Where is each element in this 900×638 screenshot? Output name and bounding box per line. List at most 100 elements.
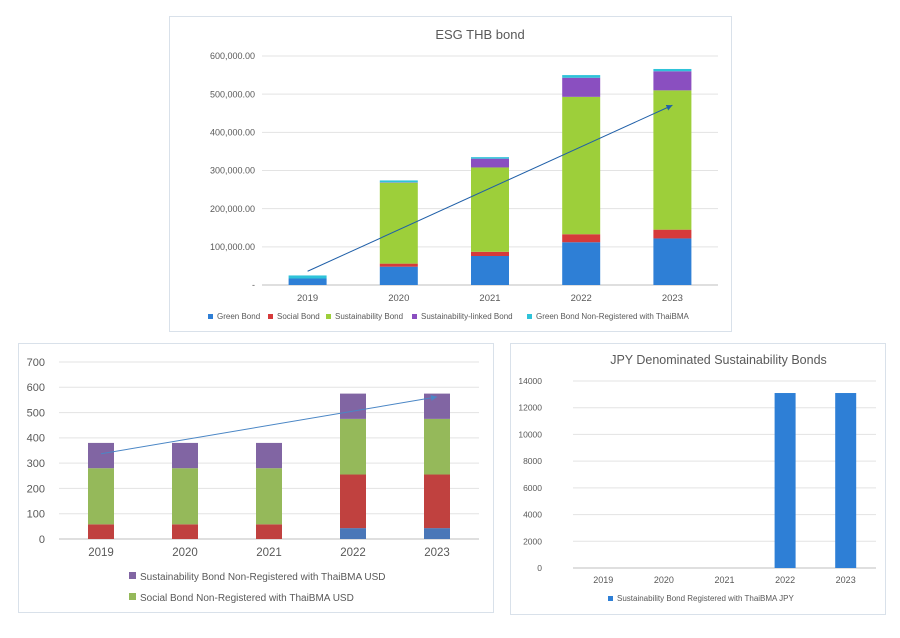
chart0-bar-2019-series-0 — [288, 278, 327, 285]
chart2-xtick-1: 2020 — [654, 575, 674, 585]
chart1-ytick-4: 400 — [27, 433, 45, 445]
chart1-bar-2023-series-2 — [424, 418, 450, 475]
chart0-bar-2020-series-0 — [379, 266, 418, 285]
chart0-bar-2021-series-3 — [471, 158, 509, 168]
chart2-ytick-5: 10000 — [518, 429, 542, 439]
esg-thb-bond-chart-svg: ESG THB bond - 100,000.00 200,000.00 300,000… — [208, 27, 718, 321]
usd-bond-chart: 0 100 200 300 400 500 600 700 2019 2020 2021 2022 20… — [18, 343, 494, 613]
chart1-xtick-0: 2019 — [88, 547, 114, 559]
chart0-bar-2023-series-3 — [653, 71, 692, 91]
chart1-ytick-1: 100 — [27, 509, 45, 521]
chart1-legend-swatch-0 — [129, 572, 136, 579]
chart2-ytick-7: 14000 — [518, 376, 542, 386]
chart1-bar-2022-series-1 — [340, 474, 366, 529]
chart1-bar-2020-series-1 — [172, 524, 198, 539]
chart1-xtick-2: 2021 — [256, 547, 282, 559]
chart1-ytick-2: 200 — [27, 483, 45, 495]
chart0-xtick-3: 2022 — [571, 293, 592, 304]
chart1-bar-2022-series-0 — [340, 528, 366, 539]
chart0-xtick-1: 2020 — [388, 293, 409, 304]
chart0-ytick-1: 100,000.00 — [210, 242, 255, 252]
chart2-ytick-2: 4000 — [523, 510, 542, 520]
chart1-ytick-6: 600 — [27, 382, 45, 394]
chart2-ytick-1: 2000 — [523, 536, 542, 546]
chart0-ytick-4: 400,000.00 — [210, 127, 255, 137]
chart0-xtick-2: 2021 — [479, 293, 500, 304]
usd-bond-chart-svg: 0 100 200 300 400 500 600 700 2019 2020 2021 2022 20… — [27, 357, 479, 604]
chart0-ytick-0: - — [252, 280, 255, 290]
chart1-bar-2020-series-2 — [172, 468, 198, 525]
chart2-ytick-4: 8000 — [523, 456, 542, 466]
chart1-ytick-5: 500 — [27, 407, 45, 419]
chart0-bar-2021-series-0 — [471, 255, 509, 285]
chart0-bar-2021-series-1 — [471, 251, 509, 256]
esg-thb-bond-chart: ESG THB bond - 100,000.00 200,000.00 300,000… — [169, 16, 732, 332]
chart0-ytick-2: 200,000.00 — [210, 204, 255, 214]
chart2-title: JPY Denominated Sustainability Bonds — [610, 353, 827, 367]
chart1-ytick-7: 700 — [27, 357, 45, 369]
chart1-bar-2021-series-2 — [256, 468, 282, 525]
chart1-bar-2019-series-2 — [88, 468, 114, 525]
chart0-trend-arrow — [307, 104, 673, 272]
chart1-bar-2021-series-1 — [256, 524, 282, 539]
chart2-legend-label-0: Sustainability Bond Registered with Thai… — [617, 594, 794, 603]
chart0-legend-swatch-3 — [412, 314, 417, 319]
chart0-bar-2023-series-4 — [653, 68, 692, 72]
chart0-legend-label-3: Sustainability-linked Bond — [421, 312, 513, 321]
chart1-xtick-3: 2022 — [340, 547, 366, 559]
chart1-bar-2022-series-3 — [340, 393, 366, 419]
chart2-ytick-3: 6000 — [523, 483, 542, 493]
chart0-bar-2021-series-2 — [471, 167, 509, 252]
chart0-bar-2022-series-3 — [562, 77, 601, 97]
chart0-bar-2022-series-1 — [562, 234, 601, 243]
chart1-bar-2020-series-3 — [172, 442, 198, 469]
chart2-xtick-0: 2019 — [593, 575, 613, 585]
jpy-bond-chart: JPY Denominated Sustainability Bonds 0 200… — [510, 343, 886, 615]
chart1-xtick-4: 2023 — [424, 547, 450, 559]
chart1-legend-label-0: Sustainability Bond Non-Registered with … — [140, 572, 386, 583]
chart0-legend-label-0: Green Bond — [217, 312, 260, 321]
chart0-bar-2020-series-1 — [379, 263, 418, 267]
chart0-ytick-6: 600,000.00 — [210, 51, 255, 61]
chart2-ytick-0: 0 — [537, 563, 542, 573]
jpy-bond-chart-svg: JPY Denominated Sustainability Bonds 0 200… — [518, 353, 876, 603]
chart0-legend-swatch-4 — [527, 314, 532, 319]
chart2-ytick-6: 12000 — [518, 403, 542, 413]
chart1-legend-label-1: Social Bond Non-Registered with ThaiBMA … — [140, 593, 354, 604]
chart1-ytick-0: 0 — [39, 534, 45, 546]
chart2-bar-2022-series-0 — [774, 393, 796, 568]
chart0-ytick-3: 300,000.00 — [210, 166, 255, 176]
chart0-bar-2022-series-2 — [562, 96, 601, 235]
chart0-bar-2020-series-2 — [379, 182, 418, 264]
chart1-bar-2023-series-3 — [424, 393, 450, 419]
chart2-xtick-3: 2022 — [775, 575, 795, 585]
chart0-bar-2020-series-4 — [379, 180, 418, 183]
chart0-bar-2023-series-0 — [653, 238, 692, 285]
chart1-xtick-1: 2020 — [172, 547, 198, 559]
chart1-bar-2021-series-3 — [256, 442, 282, 469]
chart2-xtick-4: 2023 — [836, 575, 856, 585]
chart0-xtick-0: 2019 — [297, 293, 318, 304]
chart2-legend-swatch-0 — [608, 596, 613, 601]
chart0-bar-2022-series-4 — [562, 75, 601, 78]
chart0-legend-label-4: Green Bond Non-Registered with ThaiBMA — [536, 312, 689, 321]
chart0-bar-2019-series-4 — [288, 275, 327, 279]
chart0-bar-2022-series-0 — [562, 242, 601, 285]
chart0-legend-swatch-2 — [326, 314, 331, 319]
chart0-ytick-5: 500,000.00 — [210, 89, 255, 99]
chart0-legend-swatch-1 — [268, 314, 273, 319]
chart0-legend-swatch-0 — [208, 314, 213, 319]
chart2-bar-2023-series-0 — [835, 393, 857, 568]
chart1-legend-swatch-1 — [129, 593, 136, 600]
chart0-bar-2023-series-1 — [653, 229, 692, 239]
chart1-bar-2022-series-2 — [340, 418, 366, 475]
chart0-title: ESG THB bond — [435, 27, 524, 42]
chart0-xtick-4: 2023 — [662, 293, 683, 304]
chart0-bar-2021-series-4 — [471, 157, 509, 159]
chart0-legend-label-1: Social Bond — [277, 312, 320, 321]
chart1-bar-2019-series-3 — [88, 442, 114, 469]
chart0-legend-label-2: Sustainability Bond — [335, 312, 403, 321]
chart2-xtick-2: 2021 — [714, 575, 734, 585]
chart1-ytick-3: 300 — [27, 458, 45, 470]
chart1-bar-2023-series-0 — [424, 528, 450, 539]
